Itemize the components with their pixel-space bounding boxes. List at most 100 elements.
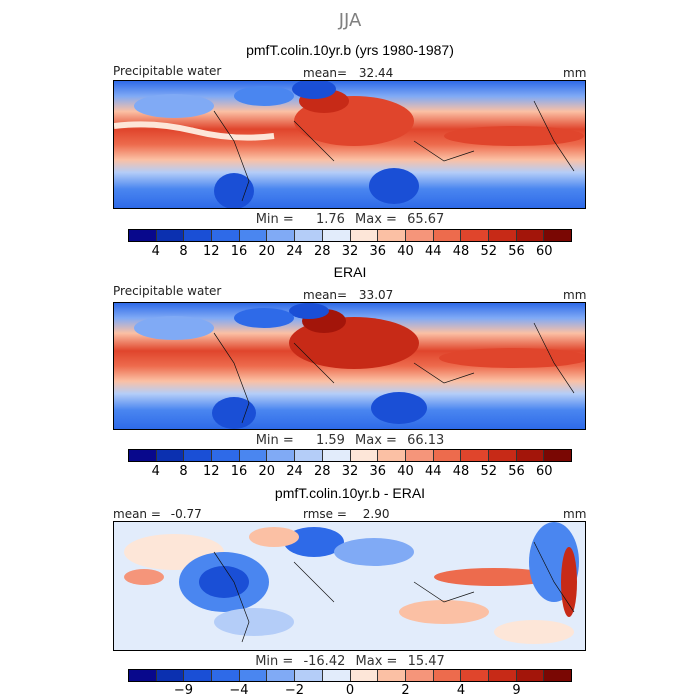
colorbar-tick-label: 60 (535, 464, 553, 479)
panel3-min-value: -16.42 (303, 654, 346, 669)
panel1-title: pmfT.colin.10yr.b (yrs 1980-1987) (246, 42, 454, 58)
panel3-units: mm (563, 507, 587, 521)
colorbar-segment (516, 450, 545, 461)
panel2-title: ERAI (333, 264, 367, 280)
colorbar-segment (378, 230, 406, 241)
colorbar-segment (156, 230, 185, 241)
colorbar-segment (156, 670, 185, 681)
panel3-rmse-value: 2.90 (362, 507, 390, 521)
panel2-max-value: 66.13 (407, 433, 445, 448)
colorbar-tick-label: 2 (401, 683, 410, 698)
colorbar-segment (239, 670, 268, 681)
panel3-title: pmfT.colin.10yr.b - ERAI (274, 485, 426, 501)
colorbar-tick-label: 12 (202, 464, 220, 479)
colorbar-tick-label: 16 (230, 244, 248, 259)
colorbar-tick-label: 56 (508, 244, 525, 259)
colorbar-segment (156, 450, 185, 461)
colorbar-segment (184, 230, 213, 241)
colorbar-segment (212, 230, 240, 241)
colorbar-segment (184, 450, 213, 461)
panel2-max-label: Max = (355, 433, 397, 448)
colorbar-segment (129, 450, 157, 461)
colorbar-tick-label: 32 (341, 464, 359, 479)
colorbar-tick-label: 48 (452, 244, 470, 259)
panel1-variable-label: Precipitable water (113, 64, 222, 78)
colorbar-segment (295, 230, 323, 241)
colorbar-tick-label: 36 (369, 244, 387, 259)
panel2-minmax: Min = 1.59 Max = 66.13 (0, 433, 700, 448)
panel1-map (113, 80, 586, 209)
panel3-max-value: 15.47 (407, 654, 445, 669)
colorbar-segment (433, 450, 462, 461)
colorbar-tick-label: 28 (313, 464, 331, 479)
panel1-max-label: Max = (355, 212, 397, 227)
colorbar-segment (267, 670, 296, 681)
colorbar-segment (239, 230, 268, 241)
colorbar-segment (267, 450, 296, 461)
panel3-colorbar-ticks: −9 −4 −2 0 2 4 9 (128, 683, 572, 699)
colorbar-tick-label: 44 (424, 464, 442, 479)
colorbar-tick-label: 48 (452, 464, 470, 479)
panel1-minmax: Min = 1.76 Max = 65.67 (0, 212, 700, 227)
colorbar-segment (488, 670, 517, 681)
panel3-minmax: Min = -16.42 Max = 15.47 (0, 654, 700, 669)
colorbar-segment (129, 670, 157, 681)
panel3-min-label: Min = (255, 654, 294, 669)
colorbar-segment (405, 450, 434, 461)
colorbar-segment (488, 230, 517, 241)
panel3-max-label: Max = (355, 654, 398, 669)
colorbar-segment (516, 670, 545, 681)
colorbar-tick-label: 60 (535, 244, 553, 259)
panel2-mean-value: 33.07 (358, 288, 394, 302)
colorbar-segment (433, 230, 462, 241)
colorbar-tick-label: −4 (229, 683, 249, 698)
colorbar-segment (461, 230, 489, 241)
panel3-mean-label: mean = (113, 507, 161, 521)
colorbar-segment (129, 230, 157, 241)
panel3-map (113, 521, 586, 651)
colorbar-segment (516, 230, 545, 241)
colorbar-segment (350, 670, 379, 681)
panel1-units: mm (563, 66, 587, 80)
panel2-min-value: 1.59 (315, 433, 345, 448)
panel2-colorbar-ticks: 4 8 12 16 20 24 28 32 36 40 44 48 52 56 60 (128, 464, 572, 480)
panel3-mean-value: -0.77 (170, 507, 202, 521)
colorbar-tick-label: −9 (173, 683, 194, 698)
colorbar-segment (378, 670, 406, 681)
panel3-rmse: rmse = 2.90 (303, 507, 389, 521)
colorbar-segment (295, 670, 323, 681)
colorbar-tick-label: 20 (258, 464, 276, 479)
colorbar-tick-label: 56 (508, 464, 525, 479)
panel1-mean: mean= 32.44 (303, 66, 393, 80)
colorbar-segment (544, 450, 571, 461)
panel2-units: mm (563, 288, 587, 302)
colorbar-tick-label: 36 (369, 464, 387, 479)
colorbar-tick-label: 16 (230, 464, 248, 479)
colorbar-tick-label: 8 (179, 464, 188, 479)
panel1-mean-value: 32.44 (358, 66, 394, 80)
colorbar-tick-label: 52 (480, 244, 498, 259)
colorbar-tick-label: 40 (397, 244, 414, 259)
panel1-max-value: 65.67 (407, 212, 445, 227)
colorbar-segment (212, 670, 240, 681)
colorbar-segment (350, 450, 379, 461)
panel3-field (114, 522, 585, 650)
colorbar-tick-label: 20 (258, 244, 276, 259)
panel2-variable-label: Precipitable water (113, 284, 222, 298)
colorbar-tick-label: 4 (151, 464, 160, 479)
colorbar-segment (184, 670, 213, 681)
colorbar-segment (488, 450, 517, 461)
colorbar-tick-label: 0 (345, 683, 355, 698)
colorbar-tick-label: 40 (397, 464, 414, 479)
colorbar-segment (461, 450, 489, 461)
colorbar-segment (433, 670, 462, 681)
colorbar-tick-label: 24 (286, 464, 303, 479)
colorbar-tick-label: 28 (313, 244, 331, 259)
panel3-colorbar (128, 669, 572, 682)
colorbar-tick-label: 4 (151, 244, 160, 259)
colorbar-segment (295, 450, 323, 461)
colorbar-tick-label: 24 (286, 244, 303, 259)
panel1-min-label: Min = (255, 212, 294, 227)
panel2-mean: mean= 33.07 (303, 288, 393, 302)
panel1-colorbar-ticks: 4 8 12 16 20 24 28 32 36 40 44 48 52 56 60 (128, 244, 572, 260)
